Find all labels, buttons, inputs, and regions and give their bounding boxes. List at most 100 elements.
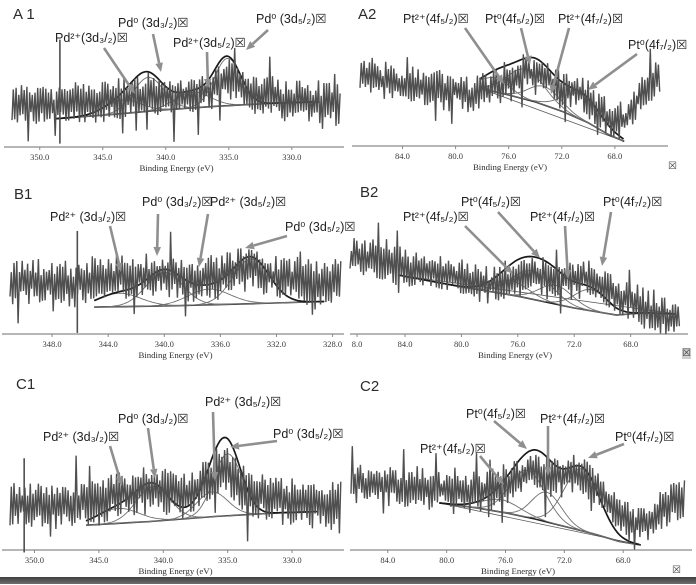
peak-label: Pd²⁺ (3d₃/₂)☒ [50, 210, 127, 224]
peak-arrow [108, 445, 124, 486]
peak-arrow [497, 211, 540, 258]
x-tick-label: 72.0 [554, 151, 569, 161]
peak-arrow [464, 225, 513, 274]
x-tick-label: 330.0 [282, 152, 301, 162]
peak-arrow [599, 211, 613, 266]
peak-label: Pt²⁺(4f₇/₂)☒ [530, 210, 596, 224]
x-tick-label: 76.0 [501, 151, 516, 161]
peak-label: Pt⁰(4f₇/₂)☒ [628, 38, 688, 52]
peak-label: Pd²⁺ (3d₅/₂)☒ [205, 395, 282, 409]
peak-arrow [230, 439, 278, 450]
axis-title: Binding Energy (eV) [473, 162, 547, 172]
x-tick-label: 335.0 [218, 555, 237, 565]
peak-label: Pd²⁺(3d₅/₂)☒ [173, 36, 246, 50]
peak-label: Pd⁰ (3d₃/₂)☒ [142, 195, 213, 209]
raw-trace [350, 446, 686, 550]
panel-A1: A 1 350.0 345.0 340.0 335.0 330.0 Binding Ene… [0, 0, 348, 180]
missing-glyph: ☒ [668, 161, 677, 172]
peak-label: Pd⁰ (3d₅/₂)☒ [256, 12, 327, 26]
x-tick-label: 80.0 [448, 151, 463, 161]
raw-trace [11, 47, 341, 142]
peak-arrow [151, 33, 163, 72]
x-tick-label: 84.0 [380, 555, 395, 565]
axis-title: Binding Energy (eV) [139, 163, 213, 173]
peak-label: Pd⁰ (3d₃/₂)☒ [118, 16, 189, 30]
peak-arrow [478, 455, 504, 485]
x-tick-label: 330.0 [282, 555, 301, 565]
x-tick-label: 76.0 [498, 555, 513, 565]
x-tick-label: 335.0 [219, 152, 238, 162]
peak-arrow [245, 234, 288, 250]
x-tick-label: 84.0 [398, 339, 413, 349]
x-tick-label: 340.0 [155, 339, 174, 349]
panel-C1: C1 350.0 345.0 340.0 335.0 330.0 Binding Ener… [0, 368, 348, 578]
peak-label: Pd⁰ (3d₃/₂)☒ [118, 412, 189, 426]
peak-arrow [519, 27, 532, 65]
panel-title: C1 [16, 376, 36, 393]
x-tick-label: 84.0 [395, 151, 410, 161]
peak-label: Pd²⁺ (3d₅/₂)☒ [210, 195, 287, 209]
panel-A2: A2 84.0 80.0 76.0 72.0 68.0 Binding Energy (e… [348, 0, 696, 180]
x-tick-label: 76.0 [510, 339, 525, 349]
peak-label: Pd²⁺ (3d₃/₂)☒ [43, 430, 120, 444]
peak-arrow [563, 225, 572, 279]
peak-label: Pd²⁺(3d₃/₂)☒ [55, 31, 128, 45]
spectrum-plot-A1: 350.0 345.0 340.0 335.0 330.0 Binding Energy … [4, 29, 344, 173]
x-tick-label: 336.0 [211, 339, 230, 349]
peak-label: Pt⁰(4f₅/₂)☒ [466, 407, 527, 421]
peak-arrow [493, 420, 527, 449]
x-tick-label: 340.0 [156, 152, 175, 162]
x-tick-label: 348.0 [43, 339, 62, 349]
x-tick-label: 80.0 [454, 339, 469, 349]
x-tick-label: 345.0 [89, 555, 108, 565]
peak-arrow [544, 426, 552, 476]
raw-trace [349, 222, 681, 335]
missing-glyph: ☒ [672, 565, 681, 576]
panel-title: C2 [360, 378, 380, 395]
peak-label: Pt⁰(4f₇/₂)☒ [603, 195, 663, 209]
panel-title: B2 [360, 184, 379, 201]
panel-title: A 1 [13, 6, 35, 23]
x-tick-label: 328.0 [323, 339, 342, 349]
x-tick-label: 340.0 [154, 555, 173, 565]
peak-label: Pt²⁺(4f₅/₂)☒ [403, 210, 469, 224]
raw-trace [9, 448, 342, 542]
peak-arrow [146, 427, 158, 478]
x-tick-label: 332.0 [267, 339, 286, 349]
spectrum-plot-A2: 84.0 80.0 76.0 72.0 68.0 Binding Energy (eV) [352, 27, 668, 172]
peak-label: Pt²⁺(4f₇/₂)☒ [558, 12, 624, 26]
bottom-border-bar [0, 577, 696, 584]
x-tick-label: 350.0 [30, 152, 49, 162]
peak-label: Pt⁰(4f₇/₂)☒ [615, 430, 675, 444]
peak-arrow [108, 225, 123, 272]
axis-title: Binding Energy (eV) [138, 350, 212, 360]
x-tick-label: 344.0 [99, 339, 118, 349]
spectrum-plot-C2: 84.0 80.0 76.0 72.0 68.0 Binding Energy (eV) [350, 420, 692, 576]
peak-arrow [102, 47, 135, 94]
raw-trace [359, 48, 661, 139]
x-tick-label: 68.0 [607, 151, 622, 161]
peak-arrow [153, 213, 161, 256]
raw-trace [9, 231, 342, 324]
peak-arrow [549, 27, 571, 94]
peak-arrow [588, 52, 638, 90]
axis-title: Binding Energy (eV) [138, 566, 212, 576]
x-tick-label: 68.0 [616, 555, 631, 565]
axis-title: Binding Energy (eV) [481, 566, 555, 576]
x-tick-label: 80.0 [439, 555, 454, 565]
peak-arrow [204, 51, 212, 88]
x-tick-label: 72.0 [557, 555, 572, 565]
missing-glyph: ☒ [682, 348, 691, 359]
peak-label: Pt²⁺(4f₇/₂)☒ [540, 412, 606, 426]
peak-arrow [210, 411, 219, 481]
x-tick-label: 350.0 [25, 555, 44, 565]
axis-title: Binding Energy (eV) [478, 350, 552, 360]
panel-title: A2 [358, 6, 377, 23]
peak-arrow [246, 29, 269, 50]
panel-title: B1 [14, 186, 33, 203]
peak-arrow [463, 27, 504, 84]
peak-label: Pd⁰ (3d₅/₂)☒ [285, 220, 356, 234]
x-tick-label: 68.0 [623, 339, 638, 349]
peak-label: Pt⁰(4f₅/₂)☒ [461, 195, 522, 209]
